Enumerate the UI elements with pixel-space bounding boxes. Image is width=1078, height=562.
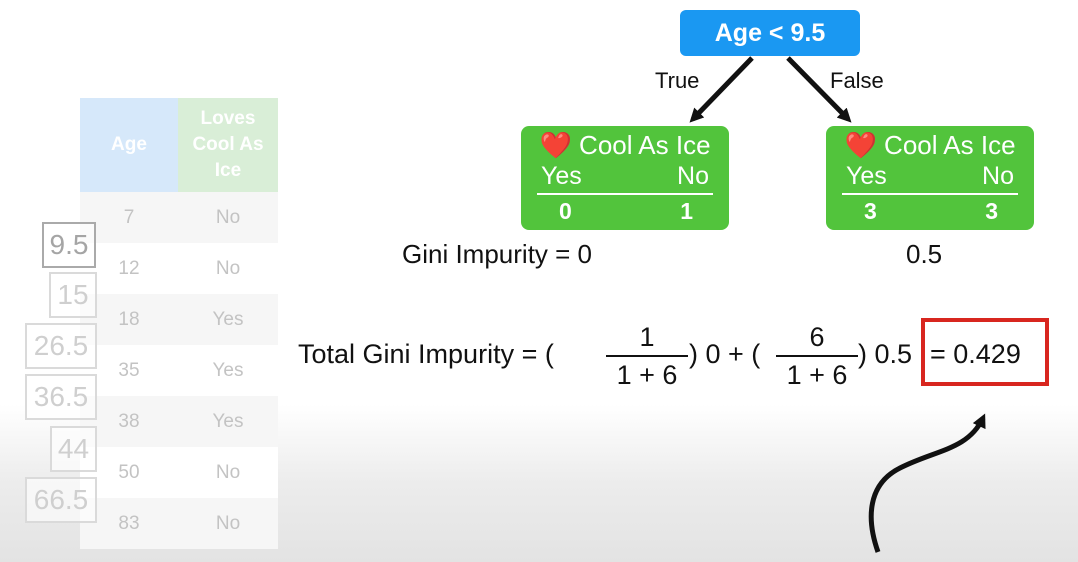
loves-cell: No <box>215 461 241 483</box>
split-threshold-box: 44 <box>50 426 97 472</box>
leaf-yes-label: Yes <box>541 162 582 190</box>
leaf-no-count: 1 <box>680 198 693 224</box>
loves-cell: Yes <box>212 410 244 432</box>
fraction-right: 6 1 + 6 <box>776 321 858 391</box>
age-cell: 18 <box>118 308 140 330</box>
fraction-numerator: 1 <box>639 322 655 352</box>
formula-mid-2: ) 0.5 <box>858 339 913 369</box>
leaf-no-count: 3 <box>985 198 998 224</box>
age-cell: 7 <box>123 206 135 228</box>
table-row: 7 No <box>80 192 278 243</box>
age-column-header: Age <box>80 98 178 192</box>
table-row: 35 Yes <box>80 345 278 396</box>
table-body: 7 No 12 No 18 Yes 35 Yes 38 Yes 50 No 83… <box>80 192 278 549</box>
leaf-title: ❤️ Cool As Ice <box>844 130 1016 160</box>
formula-result: = 0.429 <box>930 339 1021 369</box>
age-cell: 83 <box>118 512 140 534</box>
split-threshold-box: 66.5 <box>25 477 97 523</box>
loves-cell: No <box>215 512 241 534</box>
result-highlight-box <box>921 318 1049 386</box>
heart-icon: ❤️ <box>539 130 572 160</box>
root-decision-node: Age < 9.5 <box>680 10 860 56</box>
age-cell: 12 <box>118 257 140 279</box>
table-row: 18 Yes <box>80 294 278 345</box>
leaf-yes-label: Yes <box>846 162 887 190</box>
loves-cell: No <box>215 206 241 228</box>
fraction-left: 1 1 + 6 <box>606 321 688 391</box>
right-leaf-node: ❤️ Cool As Ice Yes No 3 3 <box>826 126 1034 230</box>
table-header: Age Loves Cool As Ice <box>80 98 278 192</box>
table-row: 83 No <box>80 498 278 549</box>
table-row: 38 Yes <box>80 396 278 447</box>
loves-cell: Yes <box>212 359 244 381</box>
data-table: Age Loves Cool As Ice 7 No 12 No 18 Yes … <box>80 98 278 549</box>
fraction-denominator: 1 + 6 <box>786 360 848 390</box>
true-branch-arrow <box>689 56 754 123</box>
left-gini-label: Gini Impurity = 0 <box>402 239 593 269</box>
leaf-yes-count: 0 <box>559 198 572 224</box>
leaf-yes-count: 3 <box>864 198 877 224</box>
formula-mid-1: ) 0 + ( <box>689 339 761 369</box>
pointer-arrow <box>868 413 986 553</box>
leaf-title: ❤️ Cool As Ice <box>539 130 711 160</box>
fraction-bar <box>776 355 858 357</box>
leaf-divider <box>537 193 713 195</box>
left-leaf-node: ❤️ Cool As Ice Yes No 0 1 <box>521 126 729 230</box>
split-threshold-box: 36.5 <box>25 374 97 420</box>
loves-cell: Yes <box>212 308 244 330</box>
formula-lhs: Total Gini Impurity = ( <box>298 339 554 369</box>
age-cell: 35 <box>118 359 140 381</box>
heart-icon: ❤️ <box>844 130 877 160</box>
leaf-no-label: No <box>982 162 1014 190</box>
split-threshold-box: 26.5 <box>25 323 97 369</box>
loves-column-header: Loves Cool As Ice <box>178 98 278 192</box>
fraction-bar <box>606 355 688 357</box>
split-threshold-box: 9.5 <box>42 222 96 268</box>
age-cell: 38 <box>118 410 140 432</box>
right-gini-label: 0.5 <box>906 239 943 269</box>
false-branch-label: False <box>830 68 884 93</box>
leaf-no-label: No <box>677 162 709 190</box>
fraction-denominator: 1 + 6 <box>616 360 678 390</box>
false-branch-arrow <box>786 56 852 123</box>
table-row: 12 No <box>80 243 278 294</box>
loves-cell: No <box>215 257 241 279</box>
true-branch-label: True <box>655 68 700 93</box>
table-row: 50 No <box>80 447 278 498</box>
leaf-divider <box>842 193 1018 195</box>
split-threshold-box: 15 <box>49 272 97 318</box>
fraction-numerator: 6 <box>809 322 825 352</box>
age-cell: 50 <box>118 461 140 483</box>
